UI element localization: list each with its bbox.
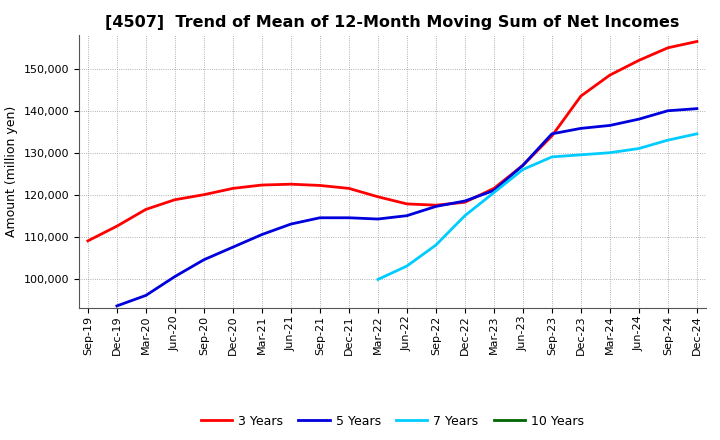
Title: [4507]  Trend of Mean of 12-Month Moving Sum of Net Incomes: [4507] Trend of Mean of 12-Month Moving … — [105, 15, 680, 30]
Y-axis label: Amount (million yen): Amount (million yen) — [5, 106, 18, 237]
Legend: 3 Years, 5 Years, 7 Years, 10 Years: 3 Years, 5 Years, 7 Years, 10 Years — [196, 410, 589, 433]
